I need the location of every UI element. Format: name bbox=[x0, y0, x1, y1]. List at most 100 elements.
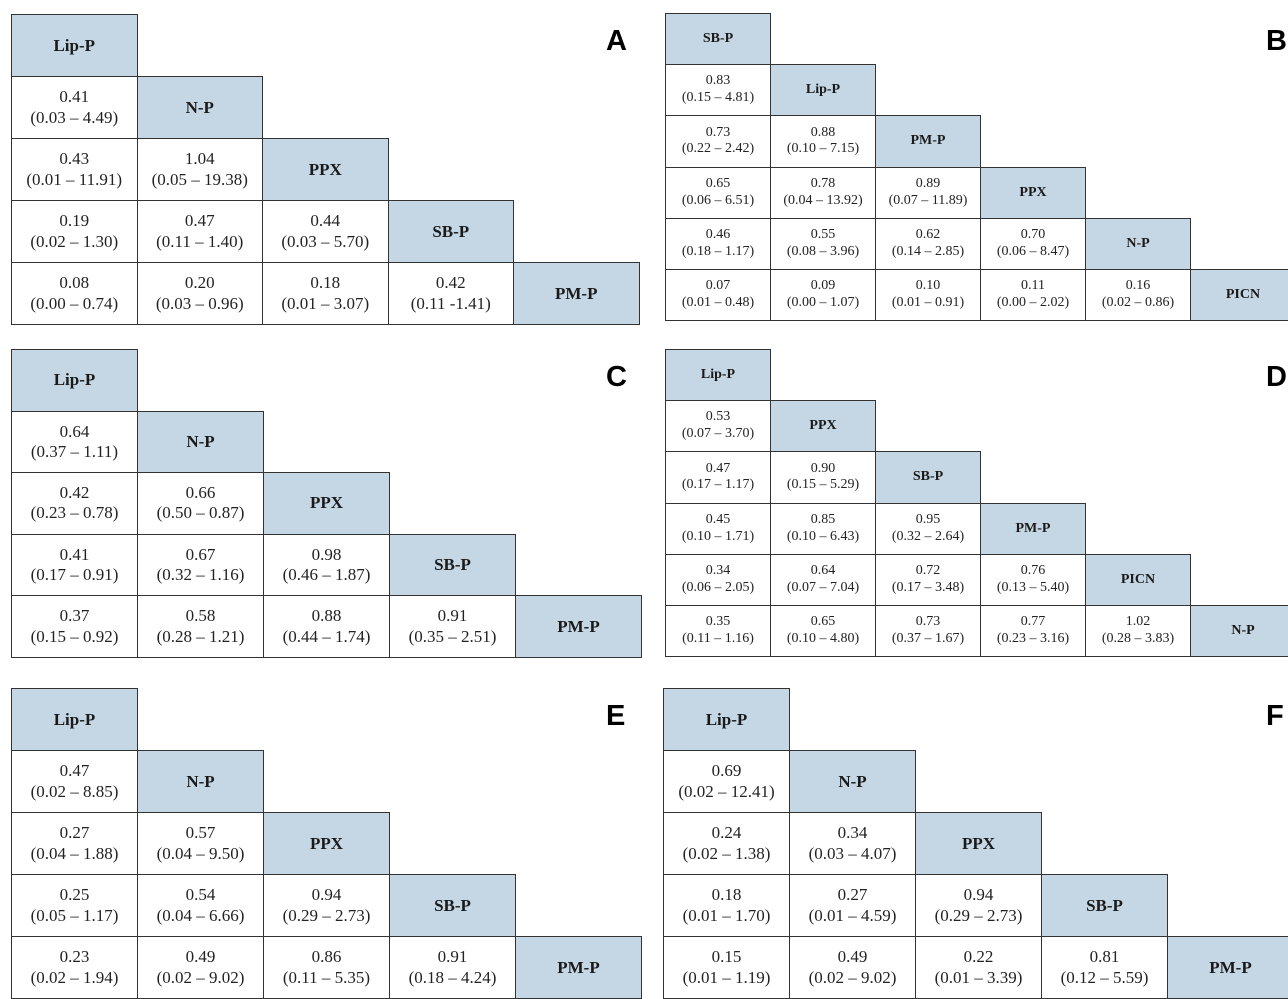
confidence-interval: (0.23 – 0.78) bbox=[30, 503, 119, 523]
or-cell: 0.85 (0.10 – 6.43) bbox=[770, 502, 876, 555]
treatment-label-text: SB-P bbox=[434, 895, 471, 915]
treatment-label: PPX bbox=[262, 138, 389, 201]
or-cell: 0.54 (0.04 – 6.66) bbox=[137, 874, 264, 937]
confidence-interval: (0.02 – 9.02) bbox=[808, 967, 897, 987]
treatment-label: Lip-P bbox=[770, 64, 876, 117]
confidence-interval: (0.06 – 6.51) bbox=[681, 192, 755, 208]
odds-ratio: 0.15 bbox=[711, 947, 742, 967]
treatment-label-text: SB-P bbox=[434, 555, 471, 575]
or-cell: 0.42 (0.23 – 0.78) bbox=[11, 472, 138, 535]
treatment-label-text: PPX bbox=[309, 493, 344, 513]
confidence-interval: (0.01 – 11.91) bbox=[26, 169, 123, 189]
or-cell: 0.55 (0.08 – 3.96) bbox=[770, 217, 876, 270]
treatment-label: N-P bbox=[1085, 217, 1191, 270]
odds-ratio: 0.46 bbox=[705, 227, 731, 243]
odds-ratio: 0.20 bbox=[184, 273, 215, 293]
treatment-label-text: N-P bbox=[186, 771, 215, 791]
confidence-interval: (0.01 – 0.48) bbox=[681, 295, 755, 311]
or-cell: 0.83 (0.15 – 4.81) bbox=[665, 64, 771, 117]
odds-ratio: 0.85 bbox=[810, 511, 836, 527]
treatment-label: PPX bbox=[980, 166, 1086, 219]
or-cell: 1.04 (0.05 – 19.38) bbox=[136, 138, 263, 201]
confidence-interval: (0.23 – 3.16) bbox=[996, 631, 1070, 647]
or-cell: 0.77 (0.23 – 3.16) bbox=[980, 605, 1086, 658]
odds-ratio: 0.88 bbox=[810, 124, 836, 140]
confidence-interval: (0.29 – 2.73) bbox=[282, 905, 371, 925]
confidence-interval: (0.03 – 5.70) bbox=[281, 231, 370, 251]
treatment-label: PM-P bbox=[980, 502, 1086, 555]
odds-ratio: 0.69 bbox=[711, 761, 742, 781]
confidence-interval: (0.03 – 0.96) bbox=[155, 293, 244, 313]
or-cell: 0.34 (0.03 – 4.07) bbox=[789, 812, 916, 875]
treatment-label-text: PM-P bbox=[1209, 957, 1252, 977]
or-cell: 0.53 (0.07 – 3.70) bbox=[665, 400, 771, 453]
confidence-interval: (0.01 – 4.59) bbox=[808, 905, 897, 925]
odds-ratio: 0.08 bbox=[59, 273, 90, 293]
confidence-interval: (0.17 – 1.17) bbox=[681, 477, 755, 493]
odds-ratio: 1.04 bbox=[184, 149, 215, 169]
treatment-label: Lip-P bbox=[665, 349, 771, 402]
treatment-label-text: SB-P bbox=[432, 221, 470, 241]
or-cell: 0.90 (0.15 – 5.29) bbox=[770, 451, 876, 504]
odds-ratio: 0.24 bbox=[711, 823, 742, 843]
odds-ratio: 0.67 bbox=[185, 544, 216, 564]
odds-ratio: 0.44 bbox=[310, 211, 341, 231]
confidence-interval: (0.02 – 1.30) bbox=[30, 231, 119, 251]
odds-ratio: 0.27 bbox=[837, 885, 868, 905]
confidence-interval: (0.10 – 4.80) bbox=[786, 631, 860, 647]
treatment-label: PICN bbox=[1190, 269, 1288, 322]
or-cell: 0.42 (0.11 -1.41) bbox=[387, 262, 514, 325]
treatment-label: SB-P bbox=[389, 533, 516, 597]
treatment-label: SB-P bbox=[389, 874, 516, 937]
confidence-interval: (0.02 – 9.02) bbox=[156, 967, 245, 987]
or-cell: 0.34 (0.06 – 2.05) bbox=[665, 553, 771, 606]
confidence-interval: (0.02 – 12.41) bbox=[678, 781, 775, 801]
treatment-label-text: PICN bbox=[1225, 287, 1261, 303]
or-cell: 0.47 (0.02 – 8.85) bbox=[11, 750, 138, 813]
treatment-label-text: PPX bbox=[809, 418, 837, 434]
treatment-label: PM-P bbox=[515, 936, 642, 999]
panel-letter: D bbox=[1266, 361, 1287, 393]
treatment-label-text: N-P bbox=[1231, 623, 1255, 639]
confidence-interval: (0.17 – 3.48) bbox=[891, 579, 965, 595]
confidence-interval: (0.02 – 0.86) bbox=[1101, 295, 1175, 311]
or-cell: 0.15 (0.01 – 1.19) bbox=[663, 936, 790, 999]
odds-ratio: 0.25 bbox=[59, 885, 90, 905]
confidence-interval: (0.05 – 1.17) bbox=[30, 905, 119, 925]
panel-letter: E bbox=[606, 700, 626, 732]
treatment-label-text: N-P bbox=[838, 771, 867, 791]
confidence-interval: (0.14 – 2.85) bbox=[891, 243, 965, 259]
treatment-label: Lip-P bbox=[663, 688, 790, 751]
treatment-label: SB-P bbox=[875, 451, 981, 504]
treatment-label-text: N-P bbox=[186, 431, 215, 451]
confidence-interval: (0.12 – 5.59) bbox=[1060, 967, 1149, 987]
or-cell: 0.70 (0.06 – 8.47) bbox=[980, 217, 1086, 270]
treatment-label: SB-P bbox=[665, 13, 771, 66]
confidence-interval: (0.02 – 1.94) bbox=[30, 967, 119, 987]
treatment-label-text: PM-P bbox=[557, 616, 600, 636]
confidence-interval: (0.00 – 1.07) bbox=[786, 295, 860, 311]
or-cell: 0.27 (0.01 – 4.59) bbox=[789, 874, 916, 937]
odds-ratio: 0.34 bbox=[705, 563, 731, 579]
confidence-interval: (0.10 – 7.15) bbox=[786, 141, 860, 157]
or-cell: 0.16 (0.02 – 0.86) bbox=[1085, 269, 1191, 322]
or-cell: 0.86 (0.11 – 5.35) bbox=[263, 936, 390, 999]
confidence-interval: (0.37 – 1.11) bbox=[30, 441, 119, 461]
or-cell: 0.73 (0.37 – 1.67) bbox=[875, 605, 981, 658]
odds-ratio: 0.64 bbox=[59, 421, 90, 441]
odds-ratio: 0.45 bbox=[705, 511, 731, 527]
odds-ratio: 0.34 bbox=[837, 823, 868, 843]
confidence-interval: (0.10 – 1.71) bbox=[681, 528, 755, 544]
confidence-interval: (0.05 – 19.38) bbox=[151, 169, 248, 189]
odds-ratio: 0.07 bbox=[705, 278, 731, 294]
confidence-interval: (0.28 – 3.83) bbox=[1101, 631, 1175, 647]
odds-ratio: 0.94 bbox=[963, 885, 994, 905]
or-cell: 0.91 (0.35 – 2.51) bbox=[389, 595, 516, 658]
treatment-label-text: SB-P bbox=[912, 469, 944, 485]
odds-ratio: 0.37 bbox=[59, 606, 90, 626]
treatment-label: N-P bbox=[1190, 605, 1288, 658]
confidence-interval: (0.04 – 6.66) bbox=[156, 905, 245, 925]
or-cell: 0.95 (0.32 – 2.64) bbox=[875, 502, 981, 555]
odds-ratio: 0.98 bbox=[311, 544, 342, 564]
odds-ratio: 0.09 bbox=[810, 278, 836, 294]
